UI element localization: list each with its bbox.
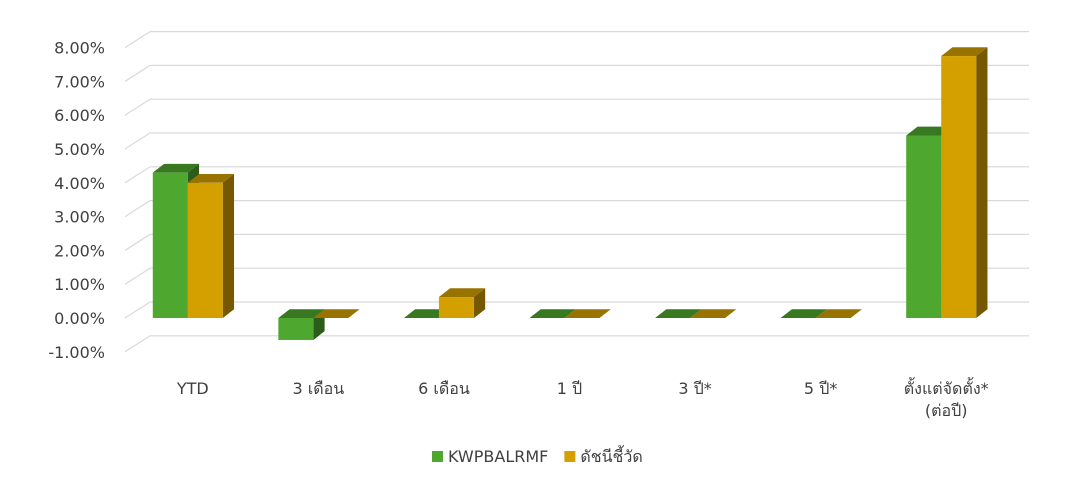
y-tick-label: 1.00% [54, 275, 105, 294]
bar-front [438, 297, 474, 318]
y-axis: -1.00% 0.00% 1.00% 2.00% 3.00% 4.00% 5.00% 6.00… [48, 39, 105, 362]
x-tick-label: YTD [176, 379, 209, 398]
y-tick-label: 4.00% [54, 174, 105, 193]
bar-side [473, 288, 486, 318]
legend: KWPBALRMF ดัชนีชี้วัด [432, 445, 643, 466]
bar-top [403, 309, 451, 318]
y-tick-label: 7.00% [54, 72, 105, 91]
bar-top [187, 174, 235, 183]
y-tick-label: 8.00% [54, 39, 105, 58]
bar [780, 309, 827, 318]
legend-label: ดัชนีชี้วัด [580, 445, 642, 466]
y-tick-label: -1.00% [48, 343, 105, 362]
bar-top [152, 163, 200, 173]
bar [564, 309, 611, 318]
legend-swatch [564, 451, 576, 462]
gridline [124, 31, 1029, 49]
bar [403, 309, 451, 318]
x-axis: YTD 3 เดือน 6 เดือน 1 ปี 3 ปี* 5 ปี* ตั้งแต่จั… [176, 377, 989, 420]
bar-top [690, 309, 737, 318]
bar [529, 309, 576, 318]
x-tick-label: 1 ปี [557, 379, 582, 398]
bar [815, 309, 862, 318]
y-tick-label: 5.00% [54, 140, 105, 159]
bar-top [438, 288, 486, 298]
bar-front [187, 182, 223, 318]
y-tick-label: 3.00% [54, 208, 105, 227]
legend-item: KWPBALRMF [432, 447, 548, 466]
y-tick-label: 6.00% [54, 106, 105, 125]
gridline [124, 64, 1029, 82]
bar-top [529, 309, 576, 318]
bar [690, 309, 737, 318]
gridline [124, 98, 1029, 116]
bar-top [278, 309, 325, 318]
x-tick-label: 6 เดือน [418, 379, 470, 398]
legend-swatch [432, 451, 443, 462]
bar-front [152, 172, 188, 318]
x-tick-label: ตั้งแต่จัดตั้ง* (ต่อปี) [904, 377, 989, 420]
bar-top [815, 309, 862, 318]
bar-front [941, 56, 977, 319]
gridline [124, 335, 1029, 353]
bar-top [313, 309, 360, 318]
gridline [124, 132, 1029, 150]
bar-front [906, 135, 942, 318]
legend-label: KWPBALRMF [448, 447, 548, 466]
bar-top [655, 309, 702, 318]
x-tick-label: 3 เดือน [293, 379, 345, 398]
bar [187, 174, 235, 318]
bar-top [564, 309, 611, 318]
bar [655, 309, 702, 318]
y-tick-label: 2.00% [54, 241, 105, 260]
bar [941, 47, 988, 319]
legend-item: ดัชนีชี้วัด [564, 445, 643, 466]
gridline [124, 233, 1029, 251]
bar-front [278, 318, 314, 340]
bar-top [780, 309, 827, 318]
y-tick-label: 0.00% [54, 309, 105, 328]
bar-side [976, 47, 988, 318]
bar-side [222, 174, 235, 318]
gridline [124, 301, 1029, 319]
bar-top [906, 126, 953, 136]
bar [313, 309, 360, 318]
bar [278, 309, 325, 340]
gridline [124, 200, 1029, 218]
gridline [124, 166, 1029, 184]
x-tick-label: 5 ปี* [804, 379, 837, 398]
gridline [124, 267, 1029, 285]
x-tick-label: 3 ปี* [678, 379, 711, 398]
bar-top [941, 47, 988, 57]
gridlines [124, 31, 1029, 353]
bars [152, 47, 988, 340]
bar [438, 288, 486, 318]
